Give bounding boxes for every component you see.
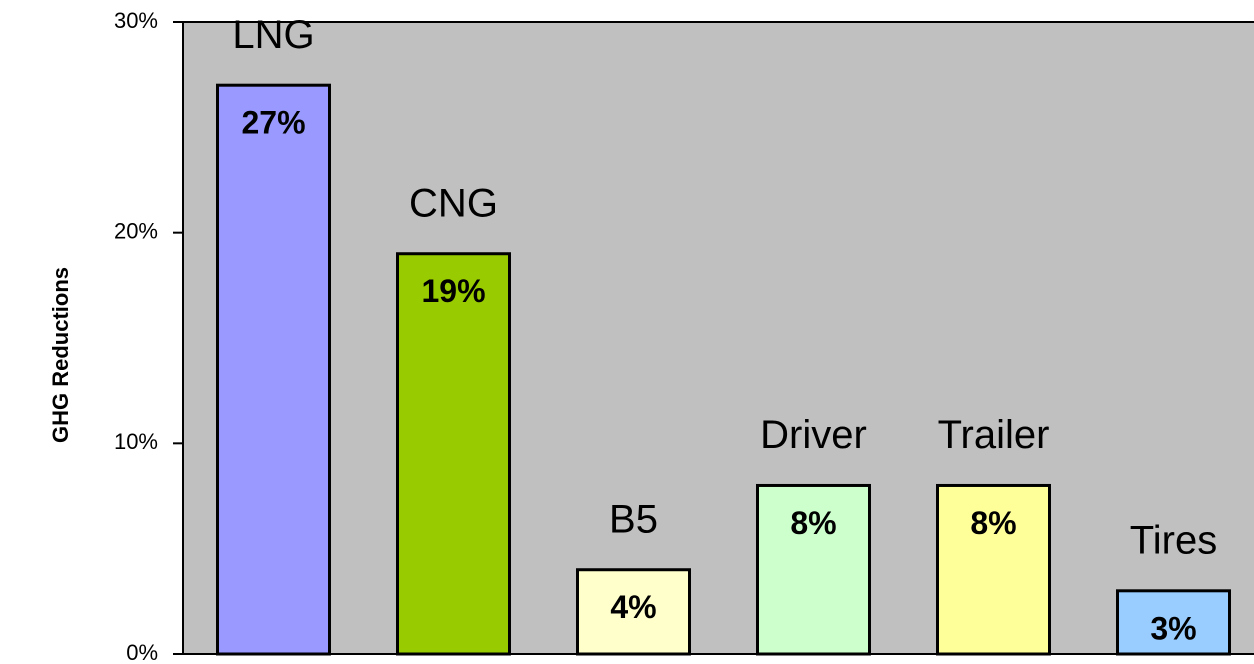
value-label: 8% — [790, 505, 836, 541]
value-label: 19% — [421, 273, 485, 309]
category-label: Driver — [760, 413, 867, 457]
value-label: 27% — [241, 105, 305, 141]
y-tick-label: 0% — [126, 640, 158, 664]
bar — [396, 252, 511, 656]
category-label: CNG — [409, 181, 498, 225]
y-tick-label: 30% — [114, 8, 158, 33]
bar — [216, 83, 331, 656]
bar — [936, 483, 1051, 656]
category-label: Trailer — [938, 413, 1050, 457]
bar — [576, 568, 691, 656]
value-label: 8% — [970, 505, 1016, 541]
bar — [1116, 589, 1231, 656]
y-tick-label: 20% — [114, 218, 158, 243]
category-label: B5 — [609, 497, 658, 541]
value-label: 4% — [610, 589, 656, 625]
category-label: LNG — [232, 13, 314, 57]
value-label: 3% — [1150, 610, 1196, 646]
bar — [756, 483, 871, 656]
y-axis-title: GHG Reductions — [48, 267, 73, 443]
y-tick-label: 10% — [114, 429, 158, 454]
category-label: Tires — [1130, 518, 1217, 562]
plot-area — [182, 21, 1254, 655]
